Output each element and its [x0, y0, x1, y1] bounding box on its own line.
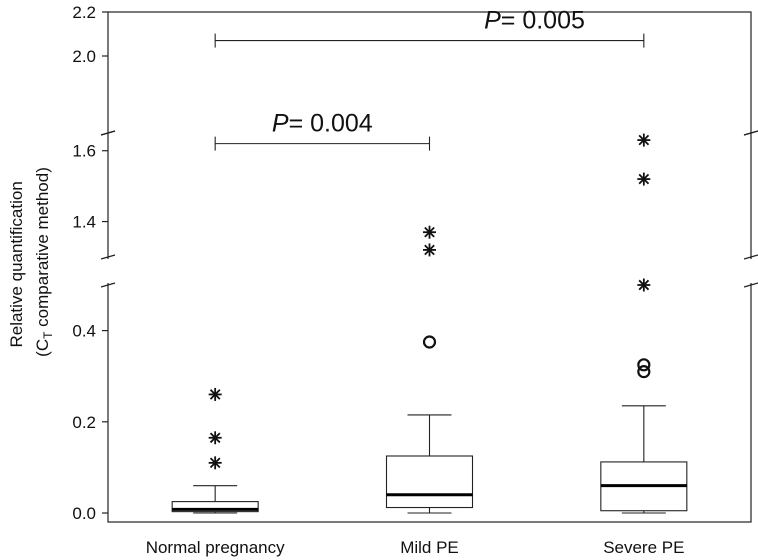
y-axis-label-line1: Relative quantification [7, 181, 26, 347]
extreme-point-stroke [638, 134, 650, 146]
significance-p-symbol: P [484, 7, 501, 35]
axis-break-slash [100, 282, 116, 288]
y-tick-label: 2.0 [72, 47, 96, 66]
axis-break-slash [743, 130, 758, 136]
outlier-point [637, 358, 651, 372]
axis-break-gap [100, 259, 116, 283]
data-marks [171, 133, 688, 514]
significance-label: P= 0.005 [484, 7, 585, 35]
y-axis-label-subscript: T [41, 331, 55, 339]
y-tick-label: 1.6 [72, 142, 96, 161]
extreme-point-stroke [209, 457, 221, 469]
extreme-point-stroke [424, 244, 435, 256]
axis-break-gap [743, 259, 758, 283]
extreme-point [423, 225, 436, 239]
y-tick-label: 1.4 [72, 213, 96, 232]
y-tick-label: 0.2 [72, 413, 96, 432]
extreme-point [423, 243, 436, 257]
x-category-label: Severe PE [603, 538, 684, 557]
y-tick-label: 0.0 [72, 504, 96, 523]
extreme-point-stroke [424, 226, 435, 238]
box-iqr [171, 501, 259, 513]
significance-label: P= 0.004 [272, 110, 373, 138]
extreme-point [208, 456, 222, 470]
y-axis-label-prefix: (C [33, 339, 52, 357]
x-category-label: Normal pregnancy [146, 538, 285, 557]
axis-break-marks [100, 130, 758, 288]
y-axis-label: Relative quantification (CT comparative … [7, 167, 55, 357]
extreme-point [637, 278, 651, 292]
outlier-point [637, 365, 651, 379]
extreme-point-stroke [638, 173, 650, 185]
y-tick-label: 0.4 [72, 322, 96, 341]
y-tick-label: 2.2 [72, 3, 96, 22]
axis-break-slash [743, 254, 758, 260]
significance-p-value: = 0.005 [501, 7, 585, 35]
box-iqr [385, 455, 474, 509]
extreme-point-stroke [638, 279, 650, 291]
extreme-point [637, 172, 651, 186]
outlier-point [422, 335, 437, 349]
extreme-point-stroke [209, 389, 221, 400]
x-category-label: Mild PE [400, 538, 459, 557]
x-axis-categories: Normal pregnancy Mild PE Severe PE [146, 538, 685, 557]
y-axis-ticks: 0.0 0.2 0.4 1.4 1.6 2.0 2.2 [72, 3, 108, 523]
axis-break-slash [100, 254, 116, 260]
significance-p-value: = 0.004 [289, 110, 373, 138]
extreme-point [208, 387, 222, 401]
extreme-point [637, 133, 651, 147]
axis-break-slash [100, 130, 116, 136]
axis-break-slash [743, 282, 758, 288]
y-axis-label-suffix: comparative method) [33, 167, 52, 331]
significance-p-symbol: P [272, 110, 289, 138]
extreme-point [208, 431, 222, 445]
extreme-point-stroke [209, 432, 221, 444]
